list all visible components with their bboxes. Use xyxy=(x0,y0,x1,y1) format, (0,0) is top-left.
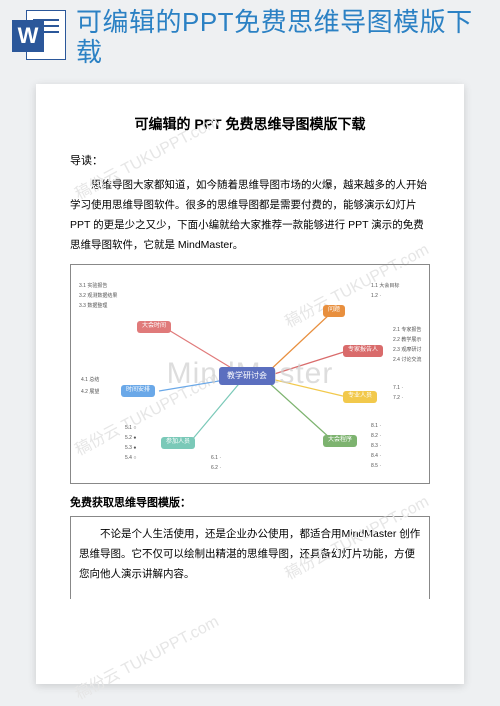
mindmap-figure: MindMaster 教学研讨会大会时间时间安排参加人员问题专家报告人专业人员大… xyxy=(70,264,430,484)
mindmap-node: 4.1 总结 xyxy=(81,377,99,384)
mindmap-node: 专家报告人 xyxy=(343,345,383,357)
mindmap-node: 5.1 ○ xyxy=(125,425,136,432)
mindmap-node: 问题 xyxy=(323,305,345,317)
page-watermark: 稿份云 TUKUPPT.com xyxy=(70,608,223,704)
mindmap-node: 8.1 · xyxy=(371,423,381,430)
word-icon: W xyxy=(12,8,66,62)
mindmap-node: 8.4 · xyxy=(371,453,381,460)
bottom-text-box: 不论是个人生活使用，还是企业办公使用，都适合用MindMaster 创作思维导图… xyxy=(70,516,430,599)
mindmap-node: 4.2 展望 xyxy=(81,389,99,396)
header-title: 可编辑的PPT免费思维导图模版下载 xyxy=(76,8,488,68)
mindmap-node: 2.3 观摩研讨 xyxy=(393,347,421,354)
intro-text: 思维导图大家都知道，如今随着思维导图市场的火爆，越来越多的人开始学习使用思维导图… xyxy=(70,176,430,256)
mindmap-node: 时间安排 xyxy=(121,385,155,397)
mindmap-node: 3.2 观测数据结果 xyxy=(79,293,117,300)
mindmap-node: 1.1 大会目标 xyxy=(371,283,399,290)
mindmap-node: 8.2 · xyxy=(371,433,381,440)
mindmap-node: 7.2 · xyxy=(393,395,403,402)
mindmap-node: 2.4 讨论交流 xyxy=(393,357,421,364)
intro-label: 导读： xyxy=(70,152,430,168)
mindmap-node: 7.1 · xyxy=(393,385,403,392)
mindmap-node: 8.5 · xyxy=(371,463,381,470)
mindmap-node: 6.2 · xyxy=(211,465,221,472)
doc-title: 可编辑的 PPT 免费思维导图模版下载 xyxy=(70,114,430,134)
sub-title: 免费获取思维导图模版： xyxy=(70,494,430,510)
bottom-text: 不论是个人生活使用，还是企业办公使用，都适合用MindMaster 创作思维导图… xyxy=(79,528,420,580)
page-header: W 可编辑的PPT免费思维导图模版下载 xyxy=(0,0,500,72)
mindmap-node: 大会时间 xyxy=(137,321,171,333)
mindmap-node: 大会程序 xyxy=(323,435,357,447)
mindmap-node: 6.1 · xyxy=(211,455,221,462)
mindmap-node: 1.2 · xyxy=(371,293,381,300)
mindmap-node: 3.3 数据整理 xyxy=(79,303,107,310)
mindmap-node: 2.1 专家报告 xyxy=(393,327,421,334)
mindmap-node: 3.1 实验报告 xyxy=(79,283,107,290)
word-badge-letter: W xyxy=(12,20,44,52)
mindmap-node: 专业人员 xyxy=(343,391,377,403)
mindmap-node: 5.4 ○ xyxy=(125,455,136,462)
document-page: 稿份云 TUKUPPT.com稿份云 TUKUPPT.com稿份云 TUKUPP… xyxy=(36,84,464,684)
mindmap-node: 参加人员 xyxy=(161,437,195,449)
mindmap-node: 教学研讨会 xyxy=(219,367,275,385)
mindmap-node: 2.2 教学展示 xyxy=(393,337,421,344)
mindmap-node: 8.3 · xyxy=(371,443,381,450)
mindmap-node: 5.2 ● xyxy=(125,435,136,442)
mindmap-node: 5.3 ● xyxy=(125,445,136,452)
